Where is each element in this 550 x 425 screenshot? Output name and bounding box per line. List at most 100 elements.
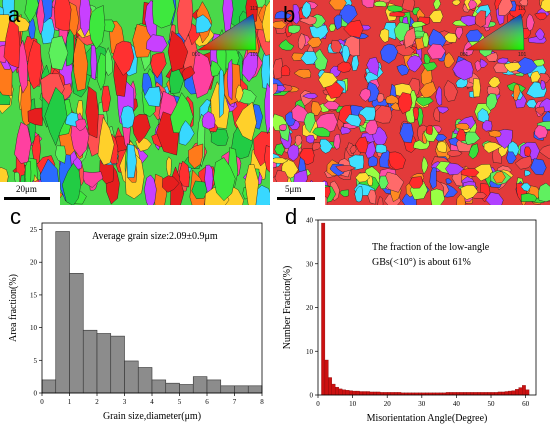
x-tick-label: 30 bbox=[418, 400, 426, 408]
bar bbox=[321, 222, 326, 396]
grain bbox=[3, 18, 21, 69]
grain bbox=[422, 61, 438, 72]
chart-d-annotation-line1: The fraction of the low-angle bbox=[372, 242, 490, 253]
grain bbox=[226, 58, 233, 101]
bar bbox=[348, 390, 353, 396]
x-tick-label: 1 bbox=[68, 398, 72, 406]
ipf-label-111-b: 111 bbox=[518, 6, 526, 12]
grain bbox=[318, 71, 338, 89]
grain bbox=[273, 83, 278, 96]
grain bbox=[330, 39, 343, 54]
grain bbox=[433, 0, 441, 10]
grain bbox=[235, 101, 257, 142]
bar bbox=[345, 390, 350, 396]
grain bbox=[278, 39, 295, 51]
bar bbox=[515, 389, 519, 396]
grain bbox=[374, 105, 393, 124]
grain bbox=[408, 176, 424, 189]
grain bbox=[379, 28, 390, 43]
grain bbox=[380, 43, 399, 64]
grain bbox=[497, 57, 509, 64]
x-tick-label: 50 bbox=[488, 400, 496, 408]
x-tick-label: 7 bbox=[233, 398, 237, 406]
ipf-label-101-a: 101 bbox=[250, 52, 259, 58]
ipf-legend-b: 111 001 101 bbox=[458, 6, 533, 61]
scale-label-a: 20μm bbox=[16, 184, 37, 194]
grain bbox=[364, 119, 379, 136]
grain bbox=[61, 162, 82, 205]
y-tick-label: 40 bbox=[306, 217, 314, 225]
bar bbox=[497, 391, 502, 396]
grain bbox=[82, 171, 104, 188]
ipf-label-101-b: 101 bbox=[518, 52, 527, 58]
grain bbox=[333, 133, 341, 150]
bar bbox=[96, 333, 112, 394]
scale-bar-a: 20μm bbox=[0, 182, 60, 205]
grain bbox=[273, 20, 287, 30]
grain bbox=[534, 12, 548, 21]
panel-letter-d: d bbox=[285, 204, 298, 229]
panel-letter-c: c bbox=[10, 204, 21, 229]
grain bbox=[191, 180, 208, 200]
grain bbox=[534, 124, 549, 139]
grain bbox=[55, 145, 67, 164]
y-tick-label: 30 bbox=[306, 260, 314, 268]
grain bbox=[428, 9, 444, 23]
bar bbox=[234, 385, 249, 394]
grain bbox=[178, 120, 195, 146]
grain bbox=[170, 166, 185, 205]
grain bbox=[534, 28, 545, 41]
grain bbox=[112, 40, 135, 76]
grain bbox=[455, 123, 470, 130]
bar bbox=[247, 385, 263, 394]
bar bbox=[124, 360, 139, 394]
grain bbox=[261, 0, 270, 43]
grain bbox=[421, 156, 429, 175]
y-tick-label: 25 bbox=[30, 226, 38, 234]
grain bbox=[488, 76, 501, 89]
panel-letter-b: b bbox=[283, 2, 296, 27]
grain bbox=[520, 182, 532, 192]
grain bbox=[367, 189, 377, 205]
grain bbox=[210, 128, 229, 147]
grain bbox=[540, 0, 550, 13]
grain bbox=[307, 37, 322, 48]
grain bbox=[388, 151, 406, 170]
grain bbox=[526, 13, 535, 32]
grain bbox=[472, 78, 481, 98]
grain bbox=[540, 79, 546, 90]
bar bbox=[220, 385, 235, 394]
grain bbox=[101, 85, 111, 113]
x-tick-label: 6 bbox=[205, 398, 209, 406]
grain bbox=[445, 162, 465, 176]
grain bbox=[333, 14, 342, 30]
grain bbox=[273, 58, 284, 80]
grain bbox=[451, 0, 461, 6]
grain bbox=[397, 92, 413, 114]
grain bbox=[188, 143, 204, 169]
grain bbox=[373, 0, 387, 7]
bar bbox=[110, 335, 125, 394]
grain bbox=[530, 158, 547, 176]
bar bbox=[137, 367, 153, 394]
y-tick-label: 20 bbox=[306, 304, 314, 312]
grain bbox=[367, 155, 378, 167]
grain bbox=[343, 19, 364, 38]
grain bbox=[430, 188, 446, 205]
bar bbox=[355, 390, 360, 396]
grain bbox=[292, 4, 301, 25]
x-tick-label: 8 bbox=[260, 398, 264, 406]
grain bbox=[436, 141, 448, 153]
bar bbox=[338, 388, 343, 396]
grain bbox=[312, 127, 331, 137]
y-tick-label: 10 bbox=[306, 348, 314, 356]
grain bbox=[44, 86, 68, 147]
grain bbox=[297, 32, 306, 51]
grain bbox=[452, 59, 474, 81]
grain bbox=[403, 27, 416, 49]
grain bbox=[455, 127, 466, 142]
grain bbox=[288, 24, 301, 34]
grain bbox=[303, 112, 316, 134]
grain bbox=[468, 143, 479, 160]
grain bbox=[302, 93, 319, 99]
